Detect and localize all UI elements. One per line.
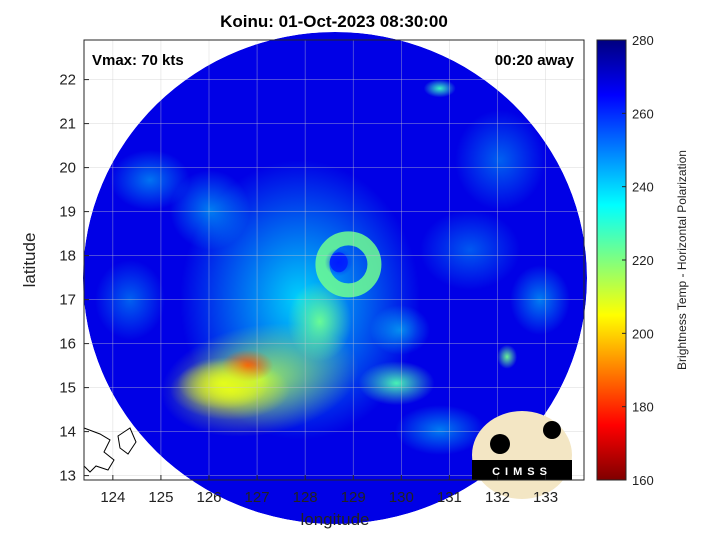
y-tick-label: 15 bbox=[59, 380, 76, 397]
x-tick-label: 128 bbox=[293, 489, 318, 506]
y-tick-label: 22 bbox=[59, 72, 76, 89]
y-tick-label: 13 bbox=[59, 468, 76, 485]
x-tick-label: 129 bbox=[341, 489, 366, 506]
colorbar-tick-label: 200 bbox=[632, 326, 654, 341]
eye-core bbox=[329, 252, 348, 273]
y-tick-label: 19 bbox=[59, 204, 76, 221]
x-tick-label: 127 bbox=[245, 489, 270, 506]
texture-blob bbox=[95, 260, 165, 340]
texture-blob bbox=[420, 210, 520, 290]
y-axis-label: latitude bbox=[20, 232, 39, 288]
texture-blob bbox=[455, 110, 545, 210]
time-away-annotation: 00:20 away bbox=[494, 52, 574, 69]
x-tick-label: 131 bbox=[437, 489, 462, 506]
logo-tower bbox=[543, 421, 561, 439]
x-tick-label: 133 bbox=[533, 489, 558, 506]
x-tick-label: 132 bbox=[485, 489, 510, 506]
x-tick-label: 125 bbox=[148, 489, 173, 506]
feature-southwest-band bbox=[177, 357, 270, 410]
feature-east-cell bbox=[497, 344, 518, 369]
feature-north-cell bbox=[423, 79, 456, 98]
coastline bbox=[83, 427, 115, 473]
vmax-annotation: Vmax: 70 kts bbox=[92, 52, 184, 69]
y-tick-label: 14 bbox=[59, 424, 76, 441]
texture-blob bbox=[510, 265, 570, 335]
colorbar-tick-label: 220 bbox=[632, 253, 654, 268]
plot-frame bbox=[83, 39, 585, 481]
feature-spiral-band bbox=[287, 281, 352, 362]
logo-text: CIMSS bbox=[492, 466, 552, 478]
x-tick-label: 124 bbox=[100, 489, 125, 506]
y-tick-label: 18 bbox=[59, 248, 76, 265]
logo-dish bbox=[490, 434, 510, 454]
y-tick-label: 21 bbox=[59, 116, 76, 133]
island-outline bbox=[117, 427, 137, 455]
y-tick-label: 16 bbox=[59, 336, 76, 353]
feature-eyewall bbox=[315, 231, 382, 298]
colorbar-tick-label: 180 bbox=[632, 400, 654, 415]
x-tick-label: 126 bbox=[196, 489, 221, 506]
feature-southeast-band bbox=[358, 361, 435, 406]
y-tick-label: 20 bbox=[59, 160, 76, 177]
x-axis-label: longitude bbox=[300, 510, 370, 529]
chart-title: Koinu: 01-Oct-2023 08:30:00 bbox=[220, 12, 448, 31]
colorbar-tick-label: 280 bbox=[632, 33, 654, 48]
texture-blob bbox=[110, 150, 190, 210]
texture-blob bbox=[395, 405, 485, 455]
colorbar-tick-label: 160 bbox=[632, 473, 654, 488]
colorbar-tick-label: 240 bbox=[632, 180, 654, 195]
colorbar bbox=[596, 39, 627, 481]
y-tick-label: 17 bbox=[59, 292, 76, 309]
x-tick-label: 130 bbox=[389, 489, 414, 506]
colorbar-label: Brightness Temp - Horizontal Polarizatio… bbox=[675, 150, 689, 370]
colorbar-tick-label: 260 bbox=[632, 106, 654, 121]
